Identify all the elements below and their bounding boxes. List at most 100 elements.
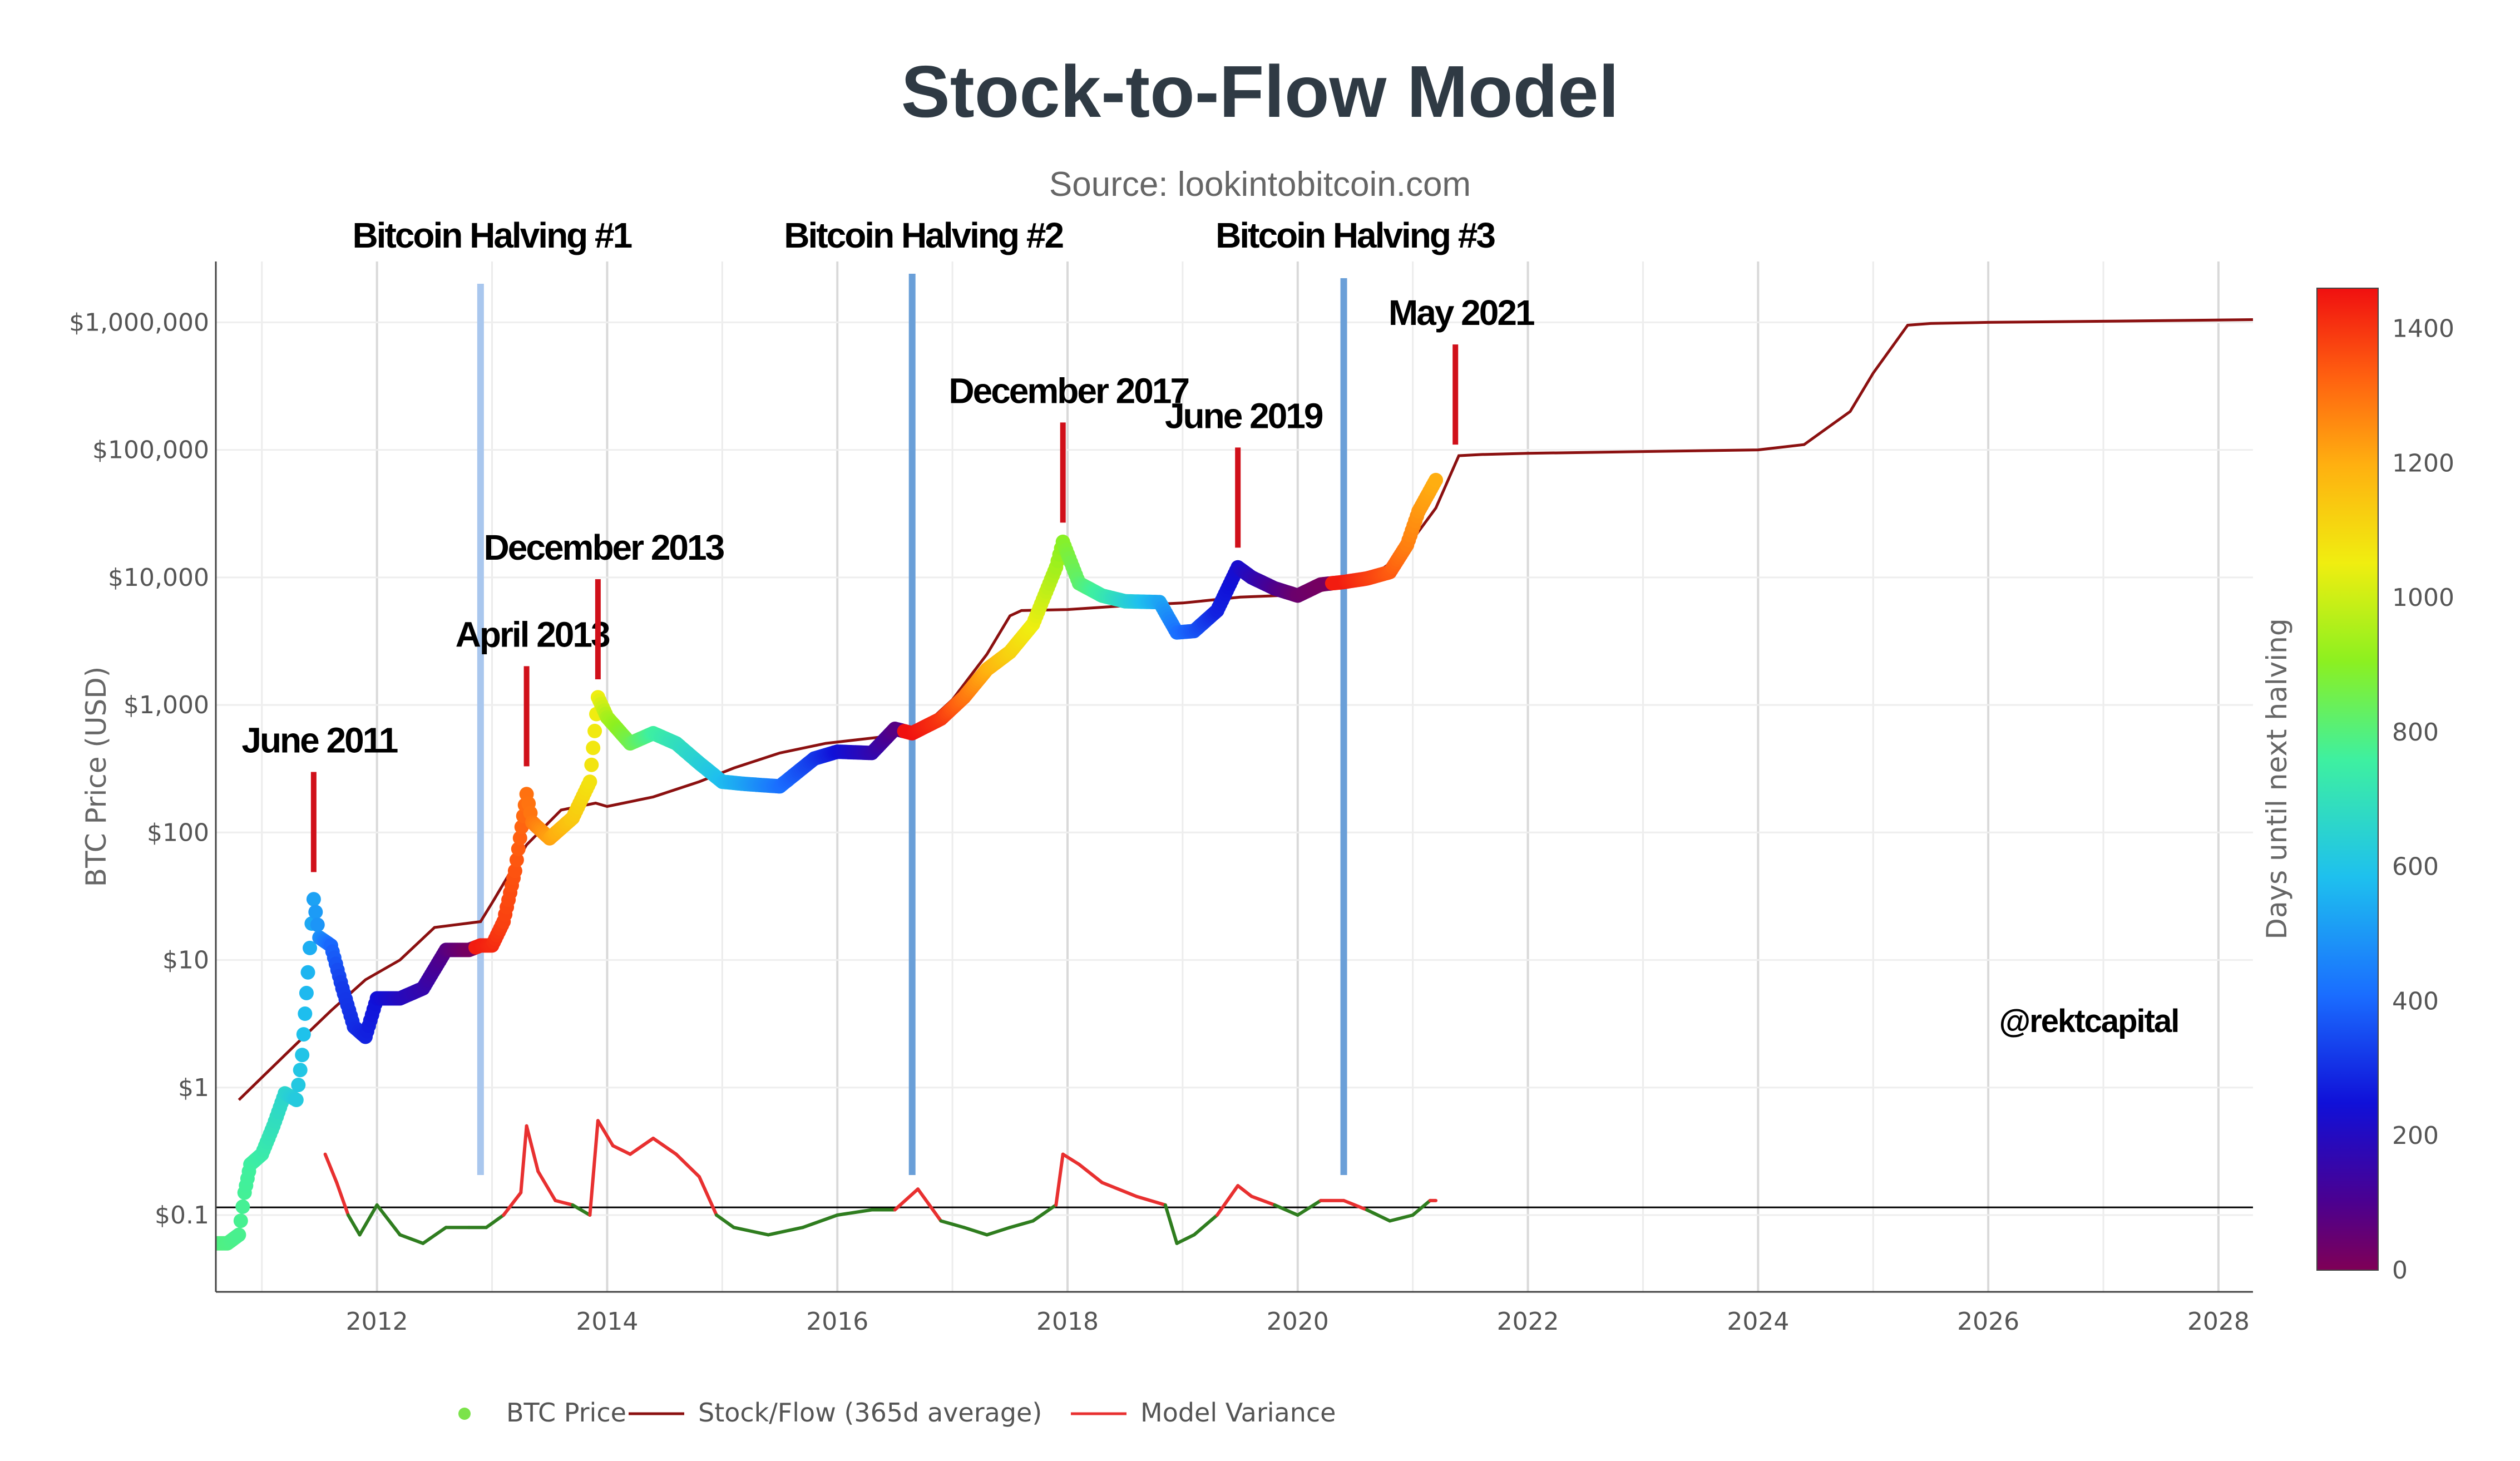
model-variance-segment (502, 1191, 523, 1217)
model-variance-segment (1342, 1198, 1368, 1212)
halving-lines (477, 274, 1347, 1175)
btc-price-point (300, 965, 315, 980)
model-variance-segment (674, 1152, 701, 1178)
y-tick-label: $1,000,000 (69, 308, 209, 337)
x-gridlines (261, 261, 2220, 1292)
y-tick-label: $1,000 (123, 691, 209, 719)
chart-subtitle: Source: lookintobitcoin.com (1049, 165, 1471, 204)
model-variance-segment (1236, 1184, 1254, 1198)
model-variance-segment (916, 1187, 943, 1223)
btc-price-point (293, 1063, 308, 1078)
model-variance-segment (1273, 1203, 1299, 1217)
y-tick-labels: $0.1 $1 $10 $100 $1,000 $10,000 $100,000 $1,000… (69, 308, 209, 1230)
legend-label: BTC Price (506, 1398, 626, 1428)
model-variance-segment (1135, 1195, 1167, 1207)
plot-area (216, 261, 2253, 1292)
legend-label: Stock/Flow (365d average) (698, 1398, 1042, 1428)
chart-title: Stock-to-Flow Model (901, 51, 1619, 132)
x-tick-label: 2020 (1267, 1307, 1329, 1336)
model-variance-segment (1163, 1203, 1179, 1245)
legend: BTC Price Stock/Flow (365d average) Model … (458, 1398, 1336, 1428)
btc-price-point (1429, 472, 1444, 487)
event-annotations: June 2011 April 2013 December 2013 December… (241, 293, 1536, 872)
model-variance-segment (1061, 1152, 1081, 1166)
legend-swatch (458, 1408, 471, 1420)
model-variance-segment (985, 1226, 1012, 1237)
model-variance-segment (1192, 1213, 1219, 1237)
colorbar-tick-label: 600 (2392, 853, 2439, 881)
halving-label: Bitcoin Halving #3 (1215, 215, 1495, 255)
x-tick-label: 2012 (346, 1307, 408, 1336)
y-tick-label: $100 (147, 818, 209, 847)
btc-price-point (582, 774, 597, 789)
model-variance-segment (651, 1136, 678, 1156)
colorbar-title: Days until next halving (2261, 618, 2293, 939)
x-tick-label: 2018 (1036, 1307, 1099, 1336)
x-tick-label: 2022 (1497, 1307, 1559, 1336)
model-variance-segment (714, 1213, 736, 1230)
btc-price-point (231, 1227, 246, 1242)
event-label: December 2017 (948, 371, 1188, 411)
btc-price-point (299, 985, 314, 1000)
model-variance-segment (801, 1213, 839, 1230)
x-tick-label: 2024 (1727, 1307, 1789, 1336)
stock-flow-line (238, 318, 2253, 1101)
model-variance-segment (1411, 1198, 1432, 1217)
halving-labels: Bitcoin Halving #1 Bitcoin Halving #2 Bitc… (352, 215, 1496, 255)
model-variance-segment (893, 1187, 920, 1212)
model-variance-segment (335, 1181, 350, 1217)
model-variance-segment (536, 1169, 557, 1202)
model-variance-series (323, 1119, 1438, 1245)
colorbar-tick-label: 0 (2392, 1256, 2408, 1285)
model-variance-segment (1175, 1233, 1196, 1245)
x-tick-labels: 2012 2014 2016 2018 2020 2022 2024 2026 2028 (346, 1307, 2250, 1336)
btc-price-point (296, 1027, 311, 1042)
event-label: December 2013 (484, 527, 724, 567)
model-variance-segment (571, 1203, 592, 1217)
event-label: June 2011 (241, 720, 397, 761)
model-variance-segment (323, 1152, 339, 1184)
model-variance-segment (1077, 1162, 1104, 1184)
model-variance-segment (628, 1136, 655, 1156)
x-tick-label: 2026 (1957, 1307, 2019, 1336)
btc-price-point (291, 1078, 306, 1093)
event-label: June 2019 (1165, 396, 1323, 436)
x-tick-label: 2014 (576, 1307, 638, 1336)
btc-price-point (306, 892, 321, 907)
model-variance-segment (519, 1124, 528, 1195)
halving-label: Bitcoin Halving #1 (352, 215, 631, 255)
model-variance-segment (1054, 1152, 1065, 1207)
model-variance-segment (485, 1213, 506, 1230)
btc-price-series (216, 472, 1444, 1251)
y-tick-label: $100,000 (92, 436, 209, 465)
btc-price-point (511, 841, 526, 856)
model-variance-segment (1100, 1181, 1139, 1198)
model-variance-segment (1215, 1184, 1240, 1217)
model-variance-segment (611, 1144, 632, 1156)
model-variance-segment (421, 1226, 448, 1245)
btc-price-point (512, 831, 527, 846)
event-label: April 2013 (456, 614, 610, 654)
colorbar-tick-label: 200 (2392, 1122, 2439, 1150)
model-variance-segment (962, 1226, 989, 1237)
model-variance-segment (375, 1203, 402, 1237)
colorbar-ticks: 0 200 400 600 800 1000 1200 1400 (2392, 315, 2454, 1285)
btc-price-point (295, 1048, 310, 1063)
model-variance-segment (1031, 1203, 1058, 1223)
watermark: @rektcapital (1999, 1003, 2179, 1039)
model-variance-segment (939, 1219, 966, 1230)
x-tick-label: 2028 (2187, 1307, 2250, 1336)
model-variance-segment (1008, 1219, 1035, 1230)
model-variance-segment (732, 1226, 770, 1237)
btc-price-point (233, 1213, 248, 1228)
btc-price-point (509, 852, 524, 867)
colorbar (2316, 288, 2379, 1271)
model-variance-segment (1388, 1213, 1415, 1223)
event-label: May 2021 (1389, 293, 1534, 333)
halving-label: Bitcoin Halving #2 (784, 215, 1063, 255)
colorbar-tick-label: 400 (2392, 987, 2439, 1015)
model-variance-segment (346, 1213, 362, 1237)
model-variance-segment (596, 1119, 615, 1148)
btc-price-point (235, 1199, 250, 1214)
